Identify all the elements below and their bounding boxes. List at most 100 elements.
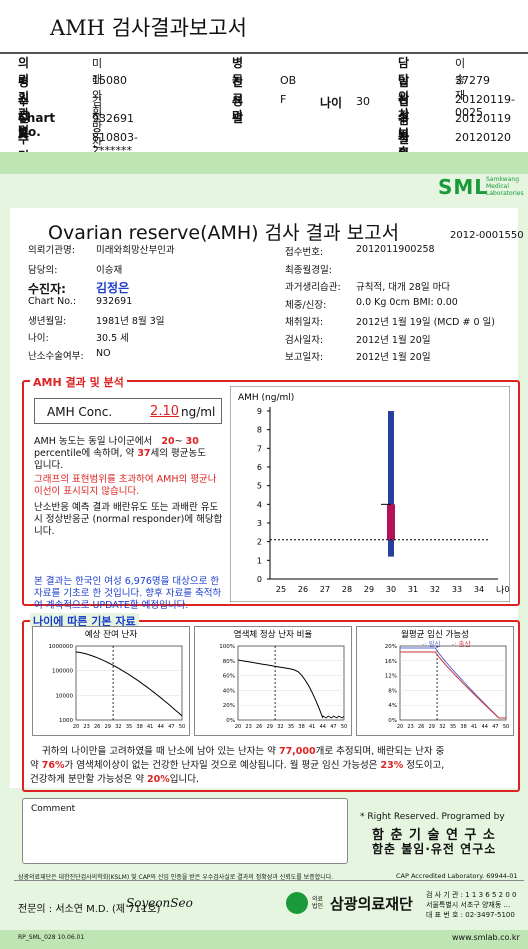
mini-chart-title: 염색체 정상 난자 비율 — [234, 629, 313, 640]
result-section-title: AMH 결과 및 분석 — [30, 374, 127, 390]
mini-y-tick: 100% — [219, 644, 235, 650]
report-heading: Ovarian reserve(AMH) 검사 결과 보고서 — [48, 222, 400, 244]
range-bar — [388, 411, 394, 557]
sml-logo-sub: Samkwang Medical Laboratories — [486, 176, 524, 197]
mini-x-tick: 47 — [492, 724, 498, 730]
y-tick-label: 4 — [257, 500, 262, 509]
mini-y-tick: 1000000 — [49, 644, 74, 650]
header-label: 의뢰기관명 — [18, 56, 30, 138]
mini-x-tick: 32 — [277, 724, 283, 730]
x-tick-label: 30 — [386, 585, 396, 594]
page-title: AMH 검사결과보고서 — [50, 16, 247, 40]
amh-chart-frame — [230, 386, 510, 602]
header-value: 932691 — [92, 112, 134, 125]
header-value: OB — [280, 74, 297, 87]
sml-logo: SML — [438, 175, 489, 199]
report-top-band — [0, 152, 528, 174]
header-label: 임상정보 — [398, 75, 410, 140]
header-value: 37279 — [455, 74, 490, 87]
summary-s3: 약 — [30, 760, 39, 771]
form-code: RP_SML_028 10.06.01 — [18, 934, 85, 941]
foundation-prefix: 의료법인 — [312, 896, 324, 910]
mini-y-tick: 8% — [388, 688, 397, 694]
header-value: 이승재 — [455, 57, 466, 102]
mini-y-tick: 40% — [223, 688, 235, 694]
mini-x-tick: 20 — [235, 724, 241, 730]
iqr-bar — [387, 504, 395, 540]
contact-line-1: 검 사 기 관 : 1 1 3 6 5 2 0 0 — [426, 891, 517, 899]
doctor-name: 전문의 : 서소연 M.D. (제 711호) — [18, 904, 161, 915]
mini-x-tick: 50 — [179, 724, 185, 730]
analysis-p2: 그래프의 표현범위를 초과하여 AMH의 평균나이선이 표시되지 않습니다. — [34, 474, 217, 497]
mini-y-tick: 20% — [385, 644, 397, 650]
mini-x-tick: 23 — [245, 724, 251, 730]
contact-block: 검 사 기 관 : 1 1 3 6 5 2 0 0 서울특별시 서초구 양재동 … — [426, 890, 516, 920]
field-value: 2012011900258 — [356, 244, 435, 255]
mini-x-tick: 41 — [471, 724, 477, 730]
field-value: NO — [96, 348, 111, 359]
range-hi: 30 — [185, 436, 199, 447]
field-value: 미래와희망산부인과 — [96, 245, 175, 256]
rights-text: * Right Reserved. Programed by — [360, 812, 505, 822]
header-label: 담당의사 — [398, 56, 410, 121]
field-value: 김정은 — [96, 281, 130, 295]
mean-age: 37 — [137, 448, 151, 459]
header-label: 병동 — [232, 56, 244, 87]
x-tick-label: 33 — [452, 585, 462, 594]
analysis-p1c: 세의 평균농도 — [150, 448, 207, 459]
amh-value: 2.10 — [150, 404, 179, 419]
summary-s7: 입니다. — [169, 774, 199, 785]
x-tick-label: 28 — [342, 585, 352, 594]
foundation-name: 삼광의료재단 — [330, 895, 413, 913]
summary-eggs: 77,000 — [278, 746, 316, 757]
y-tick-label: 5 — [257, 482, 262, 491]
field-value: 1981년 8월 3일 — [96, 316, 165, 327]
summary-pct-birth: 20% — [146, 774, 170, 785]
header-value: 김정은 — [92, 95, 103, 140]
analysis-text: AMH 농도는 동일 나이군에서 20~ 30 percentile에 속하며,… — [34, 436, 223, 611]
mini-x-tick: 20 — [397, 724, 403, 730]
field-label: 수진자: — [28, 282, 66, 296]
analysis-p1a: AMH 농도는 동일 나이군에서 — [34, 436, 153, 447]
y-tick-label: 1 — [257, 556, 262, 565]
website: www.smlab.co.kr — [452, 933, 520, 942]
range-lo: 20 — [161, 436, 175, 447]
summary-s4: 가 염색체이상이 없는 건강한 난자일 것으로 예상됩니다. 월 평균 임신 가… — [64, 760, 378, 771]
y-tick-label: 7 — [257, 444, 262, 453]
x-tick-label: 29 — [364, 585, 374, 594]
field-value: 2012년 1월 20일 — [356, 334, 431, 346]
mini-x-tick: 38 — [298, 724, 304, 730]
x-tick-label: 34 — [474, 585, 484, 594]
x-tick-label: 32 — [430, 585, 440, 594]
eggs-curve — [75, 651, 183, 717]
field-label: 보고일자: — [285, 352, 324, 363]
field-label: 의뢰기관명: — [28, 245, 75, 256]
mini-y-tick: 16% — [385, 659, 397, 665]
x-tick-label: 27 — [320, 585, 330, 594]
mini-x-tick: 50 — [341, 724, 347, 730]
age-label: 나이 — [320, 96, 343, 110]
footer-bar — [0, 930, 528, 949]
mini-x-tick: 44 — [320, 724, 326, 730]
y-tick-label: 3 — [257, 519, 262, 528]
mini-y-tick: 80% — [223, 659, 235, 665]
header-label: 진료과 — [232, 75, 244, 123]
mini-y-tick: 20% — [223, 703, 235, 709]
mini-x-tick: 35 — [450, 724, 456, 730]
mini-y-tick: 100000 — [52, 669, 73, 675]
cap-text: CAP Accredited Laboratory. 69944-01 — [396, 872, 518, 880]
mini-y-tick: 10000 — [56, 693, 74, 699]
doctor-signature: SoyeonSeo — [126, 896, 193, 910]
mini-y-tick: 60% — [223, 674, 235, 680]
mini-y-tick: 0% — [388, 718, 397, 724]
field-value: 2012년 1월 19일 (MCD # 0 일) — [356, 317, 495, 328]
legend-pregnancy: -: 임신 — [422, 639, 441, 648]
y-tick-label: 0 — [257, 575, 262, 584]
summary-s5: 정도이고, — [406, 760, 445, 771]
header-label: 성별 — [232, 94, 244, 125]
header-label: 병원코드 — [18, 75, 30, 140]
mini-x-tick: 35 — [288, 724, 294, 730]
mini-y-tick: 4% — [388, 703, 397, 709]
mini-x-tick: 44 — [482, 724, 488, 730]
